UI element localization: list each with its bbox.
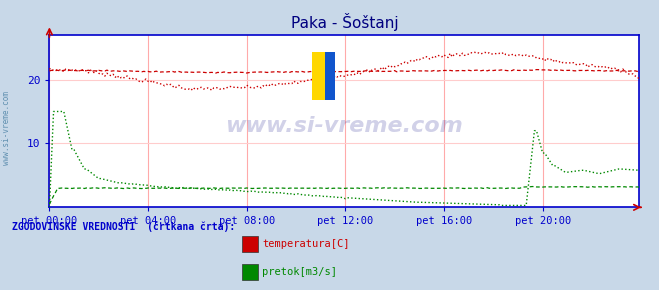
- Text: pretok[m3/s]: pretok[m3/s]: [262, 267, 337, 277]
- Text: www.si-vreme.com: www.si-vreme.com: [2, 90, 11, 165]
- Bar: [242, 236, 258, 252]
- Text: temperatura[C]: temperatura[C]: [262, 239, 350, 249]
- Title: Paka - Šoštanj: Paka - Šoštanj: [291, 13, 398, 31]
- Text: www.si-vreme.com: www.si-vreme.com: [225, 116, 463, 136]
- Bar: [242, 264, 258, 280]
- Text: ZGODOVINSKE VREDNOSTI  (črtkana črta):: ZGODOVINSKE VREDNOSTI (črtkana črta):: [12, 221, 235, 232]
- Bar: [325, 52, 335, 100]
- Bar: [312, 52, 325, 100]
